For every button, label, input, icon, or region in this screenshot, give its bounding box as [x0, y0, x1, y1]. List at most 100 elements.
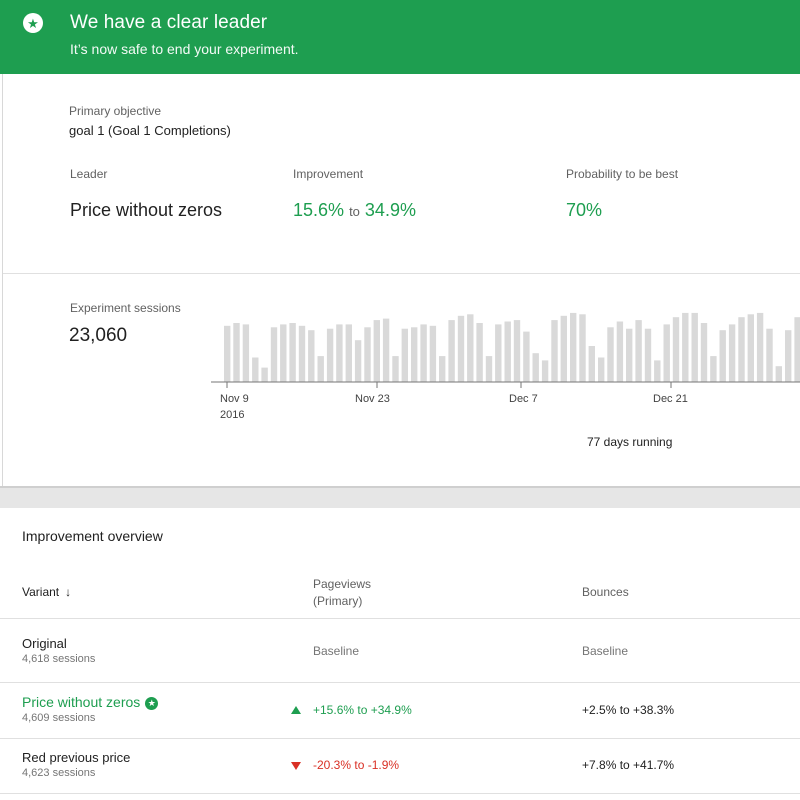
session-bar: [504, 321, 511, 382]
card-separator: [0, 486, 800, 508]
session-bar: [382, 318, 390, 382]
session-bar: [457, 315, 465, 382]
session-bar: [663, 324, 670, 382]
improvement-to: to: [349, 204, 360, 219]
session-bar: [747, 314, 754, 382]
pageviews-primary-sublabel: (Primary): [313, 594, 363, 608]
session-bar: [308, 330, 315, 382]
improvement-range: 15.6% to 34.9%: [293, 200, 416, 221]
session-bar: [672, 317, 680, 382]
session-bar: [364, 327, 371, 382]
session-bar: [700, 323, 708, 382]
variant-sessions: 4,618 sessions: [22, 653, 96, 665]
x-tick-year: 2016: [220, 409, 245, 421]
variant-name: Price without zeros: [22, 694, 141, 710]
session-bar: [326, 328, 334, 382]
session-bar: [644, 328, 652, 382]
session-bar: [626, 328, 633, 382]
improvement-high: 34.9%: [364, 200, 416, 220]
pageviews-value: +15.6% to +34.9%: [313, 703, 412, 717]
session-bar: [298, 325, 306, 382]
bounces-column-header[interactable]: Bounces: [582, 585, 629, 599]
session-bar: [523, 331, 530, 382]
x-tick-label: Dec 21: [653, 393, 688, 405]
session-bar: [467, 314, 474, 382]
session-bar: [373, 320, 380, 382]
variant-sessions: 4,623 sessions: [22, 767, 96, 779]
session-bar: [513, 320, 521, 382]
session-bar: [775, 366, 782, 382]
session-bar: [541, 360, 549, 382]
session-bar: [551, 320, 558, 382]
session-bar: [252, 357, 259, 382]
x-tick-label: Dec 7: [509, 393, 538, 405]
session-bar: [280, 324, 287, 382]
probability-label: Probability to be best: [566, 167, 679, 181]
session-bar: [598, 357, 605, 382]
session-bar: [495, 324, 502, 382]
session-bar: [317, 356, 324, 382]
session-bar: [261, 367, 268, 382]
improvement-low: 15.6%: [293, 200, 345, 220]
session-bar: [532, 353, 539, 382]
bounces-value: Baseline: [582, 644, 629, 658]
pageviews-column-header[interactable]: Pageviews: [313, 577, 372, 591]
session-bar: [635, 320, 642, 382]
session-bar: [439, 356, 446, 382]
session-bar: [345, 324, 352, 382]
variant-column-header[interactable]: Variant ↓: [22, 585, 71, 599]
improvement-label: Improvement: [293, 167, 364, 181]
section-divider: [3, 273, 800, 274]
session-bar: [794, 317, 800, 382]
session-bar: [270, 327, 278, 382]
row-divider: [0, 793, 800, 794]
arrow-up-icon: [291, 706, 301, 714]
row-divider: [0, 682, 800, 683]
session-bar: [588, 346, 595, 382]
session-bar: [401, 328, 408, 382]
session-bar: [242, 324, 250, 382]
session-bar: [756, 312, 764, 382]
sessions-bar-chart: [211, 312, 800, 388]
x-tick-label: Nov 23: [355, 393, 390, 405]
row-divider: [0, 618, 800, 619]
bounces-value: +7.8% to +41.7%: [582, 758, 675, 772]
experiment-summary-card: Primary objective goal 1 (Goal 1 Complet…: [2, 74, 800, 486]
leader-value: Price without zeros: [70, 200, 223, 220]
leader-star-icon: ★: [145, 697, 159, 710]
sort-down-icon[interactable]: ↓: [65, 585, 72, 599]
banner-title: We have a clear leader: [70, 12, 268, 33]
banner-subtitle: It’s now safe to end your experiment.: [70, 41, 299, 57]
session-bar: [289, 323, 296, 382]
session-bar: [411, 327, 418, 382]
session-bar: [429, 325, 437, 382]
pageviews-value: -20.3% to -1.9%: [313, 758, 400, 772]
x-tick-label: Nov 9: [220, 393, 249, 405]
session-bar: [476, 323, 483, 382]
variant-header-label: Variant: [22, 585, 60, 599]
session-bar: [766, 328, 773, 382]
session-bar: [691, 312, 698, 382]
session-bar: [579, 314, 586, 382]
session-bar: [233, 323, 240, 382]
variant-name[interactable]: Red previous price: [22, 750, 131, 765]
leader-label: Leader: [70, 167, 108, 181]
pageviews-value: Baseline: [313, 644, 360, 658]
session-bar: [336, 324, 343, 382]
session-bar: [738, 317, 745, 382]
star-icon: ★: [23, 13, 43, 33]
session-bar: [719, 330, 726, 382]
improvement-overview-card: Improvement overview Variant ↓ Pageviews …: [0, 508, 800, 800]
row-divider: [0, 738, 800, 739]
session-bar: [354, 340, 362, 382]
session-bar: [420, 324, 427, 382]
variant-name[interactable]: Original: [22, 636, 67, 651]
days-running: 77 days running: [587, 435, 673, 449]
variant-name-leader[interactable]: Price without zeros ★: [22, 694, 159, 710]
primary-objective-label: Primary objective: [69, 104, 162, 118]
sessions-total: 23,060: [69, 325, 128, 346]
session-bar: [485, 356, 493, 382]
session-bar: [448, 320, 455, 382]
sessions-label: Experiment sessions: [70, 301, 181, 315]
session-bar: [224, 325, 231, 382]
